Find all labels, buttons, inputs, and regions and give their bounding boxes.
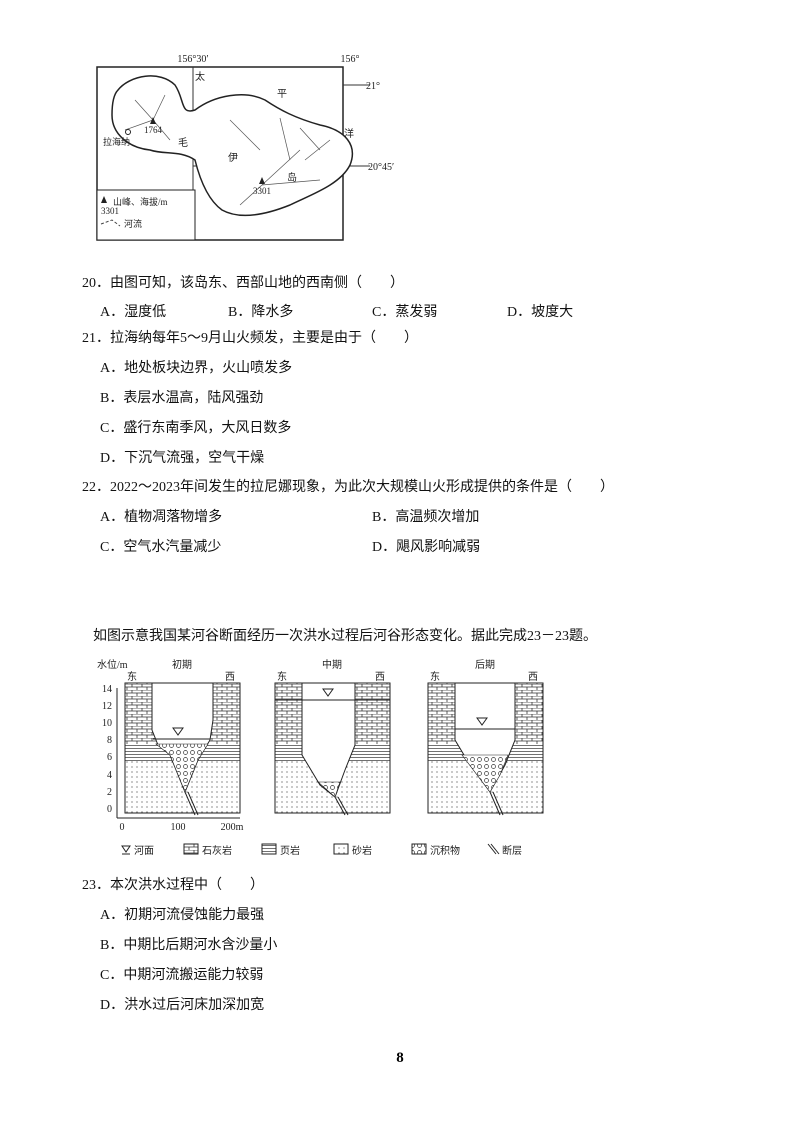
fault (334, 796, 349, 816)
panel-frame (124, 682, 241, 814)
option: D．洪水过后河床加深加宽 (100, 996, 264, 1013)
question-stem: 22．2022～2023年间发生的拉尼娜现象，为此次大规模山火形成提供的条件是（… (82, 478, 614, 495)
peak-height: 3301 (253, 186, 271, 196)
y-axis-title: 水位/m (97, 658, 128, 671)
triangle-marker (322, 688, 334, 697)
legend-label: 石灰岩 (202, 844, 232, 857)
rivers (124, 94, 331, 206)
panel-west: 西 (225, 672, 235, 683)
x-tick-label: 200m (221, 822, 244, 833)
legend-symbol (333, 843, 349, 855)
map-legend-box (96, 189, 196, 241)
intro: 如图示意我国某河谷断面经历一次洪水过程后河谷形态变化。据此完成23－23题。 (93, 627, 597, 644)
town-label: 拉海纳 (103, 136, 130, 147)
question-stem: 20．由图可知，该岛东、西部山地的西南侧（ ） (82, 274, 404, 291)
legend-symbol (487, 843, 500, 855)
option: B．降水多 (228, 303, 293, 320)
legend-river-text: 河流 (124, 218, 142, 229)
option: D．飓风影响减弱 (372, 539, 480, 555)
x-tick-label: 100 (171, 822, 186, 833)
lon-label: 156°30′ (177, 54, 208, 65)
valley (301, 682, 356, 798)
triangle-marker (172, 727, 184, 736)
legend-label: 沉积物 (430, 844, 460, 857)
panel-title: 中期 (322, 658, 342, 671)
fault (184, 791, 199, 816)
legend-peak (101, 196, 107, 203)
island-label: 岛 (287, 171, 297, 184)
y-tick-label: 6 (107, 752, 112, 763)
option: A．植物凋落物增多 (100, 508, 222, 525)
legend-peak-text: 山峰、海拔/m (113, 196, 168, 207)
option: B．表层水温高，陆风强劲 (100, 389, 263, 406)
y-tick-label: 0 (107, 804, 112, 815)
option: A．初期河流侵蚀能力最强 (100, 906, 264, 923)
sediment (155, 743, 209, 793)
y-tick-label: 4 (107, 770, 112, 781)
option: D．坡度大 (507, 304, 573, 320)
legend-river (100, 219, 121, 227)
option: D．下沉气流强，空气干燥 (100, 450, 264, 466)
question-stem: 23．本次洪水过程中（ ） (82, 877, 264, 893)
y-tick-label: 14 (102, 684, 112, 695)
legend-label: 页岩 (280, 844, 300, 857)
y-tick-label: 12 (102, 701, 112, 712)
triangle-marker (476, 717, 488, 726)
island-label: 伊 (228, 152, 238, 164)
panel-east: 东 (127, 670, 137, 683)
panel-title: 后期 (475, 659, 495, 671)
x-tick-label: 0 (120, 822, 125, 833)
panel-west: 西 (528, 672, 538, 683)
town-marker (125, 129, 131, 135)
lat-label: 21° (366, 81, 380, 92)
peak-marker (150, 117, 156, 124)
y-tick-label: 8 (107, 735, 112, 746)
option: C．蒸发弱 (372, 304, 437, 320)
option: C．空气水汽量减少 (100, 539, 221, 555)
panel-title: 初期 (172, 658, 192, 671)
peak-marker (259, 177, 265, 184)
y-tick-label: 10 (102, 718, 112, 729)
fault (489, 791, 504, 816)
lon-label: 156° (341, 54, 360, 65)
legend-label: 断层 (502, 844, 522, 857)
panel-west: 西 (375, 672, 385, 683)
legend-peak-value: 3301 (101, 206, 119, 216)
legend-label: 河面 (134, 845, 154, 857)
legend-symbol (261, 843, 277, 855)
sediment (317, 781, 341, 798)
map: 156°30′ 156° 21° 20°45′ 太 平 洋 毛 伊 岛 1764… (96, 54, 394, 241)
diagram-legend: 河面 石灰岩 页岩 砂岩 沉积物 断层 (121, 843, 522, 857)
legend-label: 砂岩 (352, 844, 372, 857)
legend-symbol (121, 845, 131, 855)
panel-east: 东 (277, 670, 287, 683)
y-tick-label: 2 (107, 787, 112, 798)
island-label: 毛 (178, 137, 188, 149)
option: B．中期比后期河水含沙量小 (100, 937, 277, 953)
panel-east: 东 (430, 670, 440, 683)
valley-diagram: 水位/m 14 12 10 8 6 4 2 0 0 100 200m 初期 东 … (97, 658, 544, 857)
sediment (461, 754, 509, 793)
option: C．盛行东南季风，大风日数多 (100, 419, 291, 436)
panel-frame (427, 682, 544, 814)
island (111, 75, 354, 217)
option: A．湿度低 (100, 304, 166, 320)
sea-label: 洋 (344, 127, 354, 140)
option: A．地处板块边界，火山喷发多 (100, 359, 292, 376)
option: C．中期河流搬运能力较弱 (100, 967, 263, 983)
question-stem: 21．拉海纳每年5～9月山火频发，主要是由于（ ） (82, 330, 418, 346)
sea-label: 太 (195, 70, 205, 83)
panel-frame (274, 682, 391, 814)
sea-label: 平 (277, 89, 287, 100)
legend-symbol (183, 843, 199, 855)
option: B．高温频次增加 (372, 508, 479, 525)
page-number: 8 (396, 1050, 404, 1066)
lat-label: 20°45′ (368, 162, 394, 173)
legend-symbol (411, 843, 427, 855)
peak-height: 1764 (144, 125, 163, 135)
